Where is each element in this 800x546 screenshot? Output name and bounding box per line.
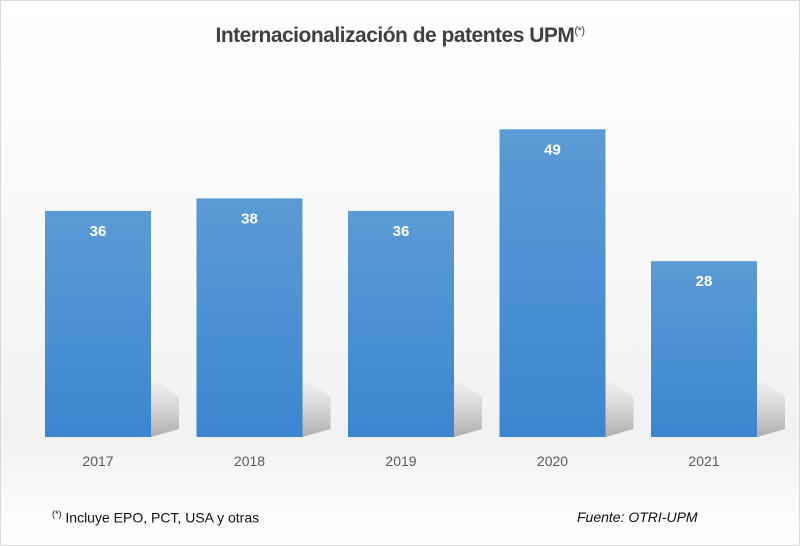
x-tick-label: 2019 <box>385 453 416 469</box>
x-tick-label: 2018 <box>234 453 265 469</box>
bar-shadow <box>151 377 179 437</box>
data-label: 36 <box>90 223 107 240</box>
x-tick-label: 2021 <box>688 453 719 469</box>
bar-2019 <box>348 211 454 437</box>
bar-2017 <box>45 211 151 437</box>
data-label: 36 <box>393 223 410 240</box>
x-tick-label: 2017 <box>82 453 113 469</box>
data-label: 28 <box>696 273 713 290</box>
x-tick-label: 2020 <box>537 453 568 469</box>
bar-2020 <box>500 129 606 437</box>
data-label: 49 <box>544 141 561 158</box>
bar-shadow <box>454 377 482 437</box>
bar-2018 <box>197 198 303 437</box>
footnote-text: Incluye EPO, PCT, USA y otras <box>65 510 259 526</box>
footnote: (*) Incluye EPO, PCT, USA y otras <box>52 509 259 526</box>
data-label: 38 <box>241 210 258 227</box>
footnote-marker: (*) <box>52 509 62 519</box>
source-note: Fuente: OTRI-UPM <box>577 509 698 525</box>
bar-shadow <box>606 377 634 437</box>
bar-shadow <box>757 377 785 437</box>
bar-shadow <box>303 377 331 437</box>
